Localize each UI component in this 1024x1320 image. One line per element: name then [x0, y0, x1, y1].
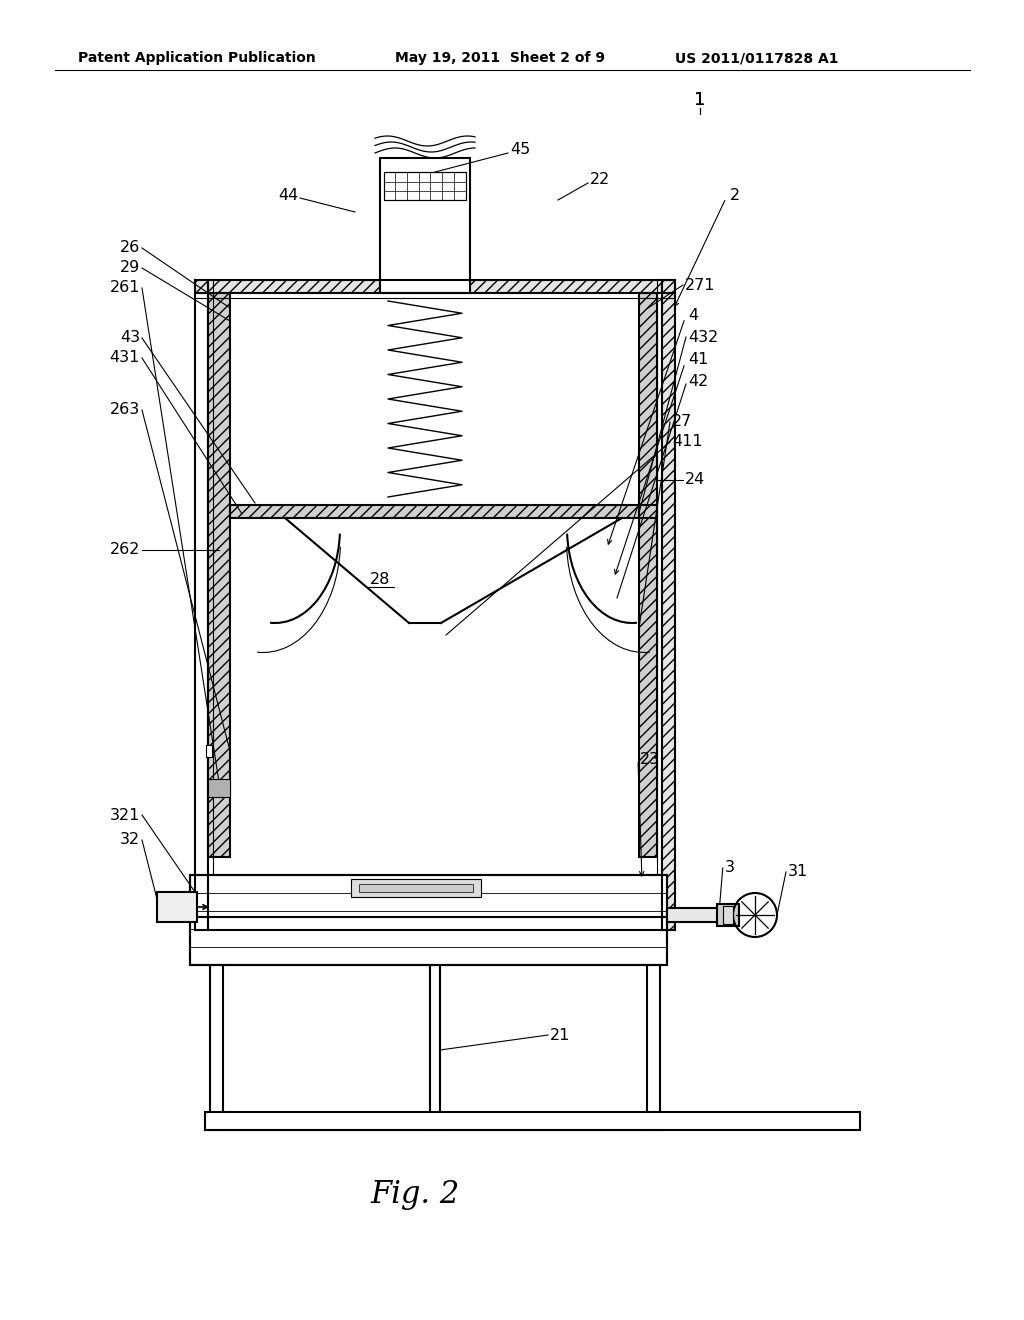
Bar — [723, 906, 733, 924]
Text: 27: 27 — [672, 414, 692, 429]
Bar — [380, 158, 470, 293]
Bar — [384, 172, 466, 201]
Bar — [195, 280, 675, 293]
Bar — [667, 908, 722, 921]
Bar — [351, 879, 481, 898]
Bar — [384, 172, 466, 201]
Bar — [230, 506, 657, 517]
Text: 44: 44 — [278, 187, 298, 202]
Text: 42: 42 — [688, 375, 709, 389]
Text: 23: 23 — [640, 752, 660, 767]
Text: Fig. 2: Fig. 2 — [371, 1180, 460, 1210]
Text: 1: 1 — [694, 91, 706, 110]
Text: 261: 261 — [110, 281, 140, 296]
Text: 32: 32 — [120, 833, 140, 847]
Bar — [208, 293, 230, 857]
Text: 432: 432 — [688, 330, 718, 345]
Text: 431: 431 — [110, 351, 140, 366]
Text: 3: 3 — [725, 859, 735, 874]
Text: 271: 271 — [685, 277, 716, 293]
Text: 29: 29 — [120, 260, 140, 276]
Bar — [230, 506, 657, 517]
Bar — [639, 293, 657, 857]
Bar — [662, 280, 675, 931]
Bar — [190, 875, 667, 965]
Bar — [359, 884, 473, 892]
Text: May 19, 2011  Sheet 2 of 9: May 19, 2011 Sheet 2 of 9 — [395, 51, 605, 65]
Text: 263: 263 — [110, 403, 140, 417]
Text: 26: 26 — [120, 240, 140, 256]
Text: 31: 31 — [788, 865, 808, 879]
Text: 1: 1 — [694, 91, 706, 110]
Text: 321: 321 — [110, 808, 140, 822]
Text: 411: 411 — [672, 434, 702, 450]
Text: 24: 24 — [685, 473, 706, 487]
Text: 28: 28 — [370, 573, 390, 587]
Bar — [208, 779, 230, 797]
Bar — [206, 744, 212, 756]
Bar — [717, 904, 739, 927]
Bar — [190, 875, 667, 965]
Bar — [208, 293, 230, 857]
Text: US 2011/0117828 A1: US 2011/0117828 A1 — [675, 51, 839, 65]
Bar — [205, 1111, 860, 1130]
Text: 45: 45 — [510, 143, 530, 157]
Bar — [157, 892, 197, 921]
Text: 2: 2 — [730, 187, 740, 202]
Text: 21: 21 — [550, 1027, 570, 1043]
Bar — [190, 875, 667, 965]
Text: 22: 22 — [590, 173, 610, 187]
Text: 43: 43 — [120, 330, 140, 346]
Text: 262: 262 — [110, 543, 140, 557]
Text: 4: 4 — [688, 308, 698, 322]
Bar — [662, 280, 675, 931]
Text: Patent Application Publication: Patent Application Publication — [78, 51, 315, 65]
Bar — [639, 293, 657, 857]
Text: 41: 41 — [688, 352, 709, 367]
Bar — [195, 280, 675, 293]
